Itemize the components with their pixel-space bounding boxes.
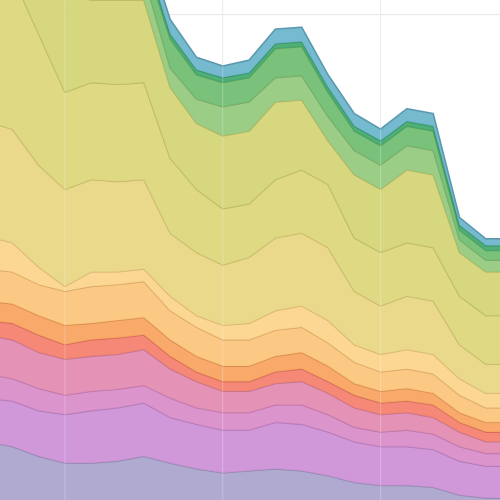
area bbox=[0, 337, 500, 454]
area bbox=[0, 444, 500, 500]
area bbox=[0, 399, 500, 499]
area bbox=[0, 125, 500, 394]
area bbox=[91, 0, 500, 272]
area bbox=[0, 0, 500, 365]
grid-overlay bbox=[64, 0, 382, 500]
area bbox=[0, 302, 500, 433]
area-line bbox=[163, 0, 500, 240]
area bbox=[0, 270, 500, 423]
area bbox=[0, 376, 500, 467]
area bbox=[23, 0, 500, 316]
